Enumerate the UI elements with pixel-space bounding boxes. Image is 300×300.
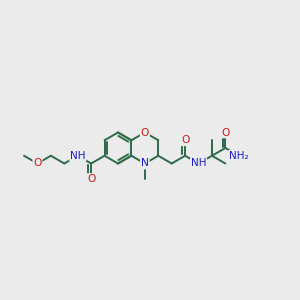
Text: O: O [141, 128, 149, 137]
Text: O: O [221, 128, 230, 137]
Text: O: O [181, 135, 189, 145]
Text: NH: NH [191, 158, 206, 169]
Text: N: N [141, 158, 149, 169]
Text: NH: NH [70, 151, 86, 161]
Text: NH₂: NH₂ [229, 151, 249, 161]
Text: O: O [33, 158, 42, 169]
Text: O: O [87, 174, 95, 184]
